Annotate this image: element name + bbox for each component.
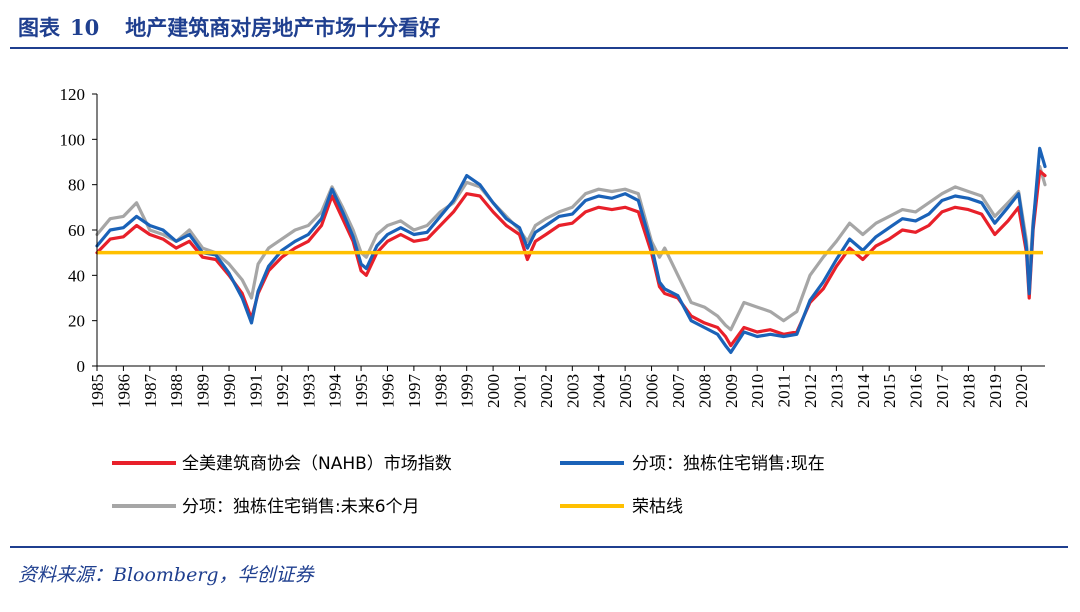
y-tick-label: 60 bbox=[68, 221, 85, 240]
plot-area bbox=[95, 146, 1047, 354]
axes: 0 20 40 60 80 100 120 1985 1986 1987 1988 1989 1990 1… bbox=[60, 85, 1045, 409]
x-tick-label: 1994 bbox=[326, 374, 345, 409]
x-tick-label: 2008 bbox=[695, 374, 714, 408]
x-tick-label: 2013 bbox=[827, 374, 846, 408]
y-tick-label: 100 bbox=[60, 130, 86, 149]
legend: 全美建筑商协会（NAHB）市场指数 分项：独栋住宅销售:现在分项：独栋住宅销售:未… bbox=[112, 454, 825, 517]
title-rule bbox=[10, 47, 1068, 49]
figure-label: 图表 bbox=[18, 15, 60, 40]
x-tick-label: 2015 bbox=[880, 374, 899, 408]
y-tick-label: 80 bbox=[68, 176, 85, 195]
figure-title-text: 地产建筑商对房地产市场十分看好 bbox=[125, 15, 441, 40]
legend-label-future: 分项：独栋住宅销售:未来6个月 bbox=[182, 497, 420, 517]
x-tick-label: 2017 bbox=[933, 374, 952, 409]
series-line-nahb bbox=[95, 169, 1047, 348]
x-tick-label: 1992 bbox=[273, 374, 292, 408]
legend-label-boom_bust: 荣枯线 bbox=[632, 497, 683, 517]
series-line-current bbox=[95, 146, 1047, 354]
x-tick-label: 1985 bbox=[88, 374, 107, 408]
y-tick-label: 40 bbox=[68, 266, 85, 285]
x-tick-label: 1990 bbox=[220, 374, 239, 408]
x-tick-label: 2002 bbox=[537, 374, 556, 408]
x-tick-label: 1995 bbox=[352, 374, 371, 408]
x-tick-label: 2006 bbox=[643, 374, 662, 408]
x-tick-label: 2019 bbox=[986, 374, 1005, 408]
x-tick-label: 1996 bbox=[378, 374, 397, 408]
source-rule bbox=[10, 546, 1068, 548]
y-tick-label: 0 bbox=[77, 357, 86, 376]
x-tick-label: 2004 bbox=[590, 374, 609, 409]
x-tick-label: 2011 bbox=[775, 374, 794, 407]
x-tick-label: 1999 bbox=[458, 374, 477, 408]
legend-label-nahb: 全美建筑商协会（NAHB）市场指数 bbox=[182, 454, 452, 474]
x-tick-label: 1998 bbox=[431, 374, 450, 408]
y-tick-label: 20 bbox=[68, 312, 85, 331]
x-tick-label: 1988 bbox=[167, 374, 186, 408]
series-line-future bbox=[95, 164, 1047, 332]
x-tick-label: 2007 bbox=[669, 374, 688, 409]
y-tick-label: 120 bbox=[60, 85, 86, 104]
x-tick-label: 2018 bbox=[959, 374, 978, 408]
x-tick-label: 2000 bbox=[484, 374, 503, 408]
x-tick-label: 2012 bbox=[801, 374, 820, 408]
source-note: 资料来源：Bloomberg，华创证券 bbox=[18, 564, 314, 586]
x-tick-label: 2003 bbox=[563, 374, 582, 408]
legend-label-current: 分项：独栋住宅销售:现在 bbox=[632, 454, 825, 474]
x-tick-label: 2016 bbox=[907, 374, 926, 408]
x-tick-label: 2014 bbox=[854, 374, 873, 409]
x-tick-label: 2009 bbox=[722, 374, 741, 408]
x-tick-label: 2010 bbox=[748, 374, 767, 408]
x-tick-label: 1986 bbox=[114, 374, 133, 408]
x-tick-label: 1991 bbox=[246, 374, 265, 408]
figure-number: 10 bbox=[70, 15, 100, 40]
x-tick-label: 1989 bbox=[194, 374, 213, 408]
x-tick-label: 2020 bbox=[1012, 374, 1031, 408]
x-tick-label: 2005 bbox=[616, 374, 635, 408]
x-tick-label: 2001 bbox=[511, 374, 530, 408]
x-tick-label: 1987 bbox=[141, 374, 160, 409]
figure-title: 图表 10 地产建筑商对房地产市场十分看好 bbox=[18, 12, 440, 42]
x-tick-label: 1993 bbox=[299, 374, 318, 408]
x-tick-label: 1997 bbox=[405, 374, 424, 409]
